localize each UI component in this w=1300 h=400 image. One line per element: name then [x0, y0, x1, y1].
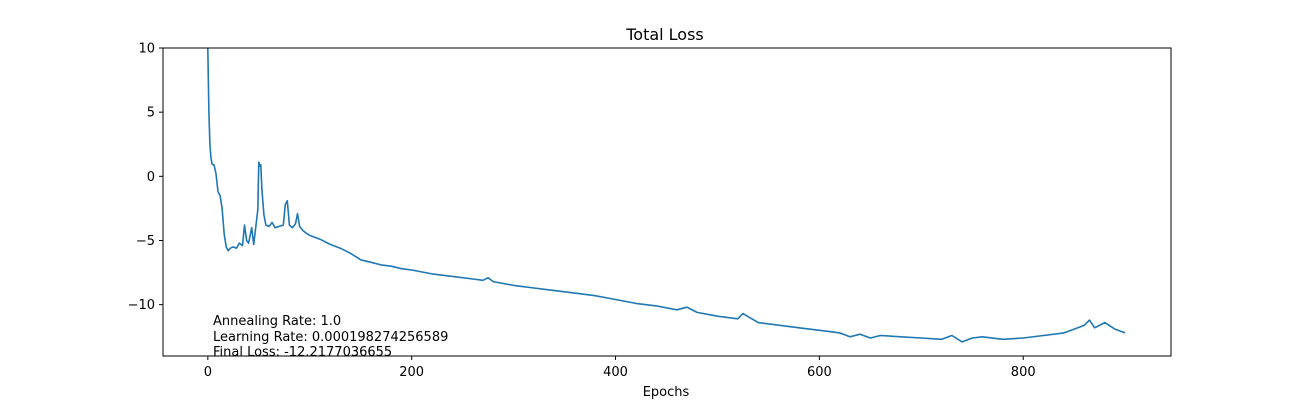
y-tick-label: 5: [147, 106, 155, 121]
final-loss-annotation: Final Loss: -12.2177036655: [213, 345, 392, 360]
y-tick-label: −5: [136, 234, 155, 249]
chart-title: Total Loss: [625, 25, 704, 44]
x-tick-label: 800: [1011, 365, 1036, 380]
y-tick-label: −10: [128, 298, 155, 313]
x-tick-label: 0: [204, 365, 212, 380]
x-axis-label: Epochs: [643, 385, 690, 400]
x-axis: 0 200 400 600 800: [204, 356, 1036, 380]
x-tick-label: 200: [399, 365, 424, 380]
y-tick-label: 10: [138, 42, 155, 57]
plot-frame: [162, 47, 1172, 357]
x-tick-label: 400: [603, 365, 628, 380]
learning-rate-annotation: Learning Rate: 0.000198274256589: [213, 330, 448, 345]
y-tick-label: 0: [147, 170, 155, 185]
x-tick-label: 600: [807, 365, 832, 380]
y-axis: 10 5 0 −5 −10: [128, 42, 163, 313]
annealing-rate-annotation: Annealing Rate: 1.0: [213, 314, 341, 329]
series-line: [207, 48, 1126, 343]
